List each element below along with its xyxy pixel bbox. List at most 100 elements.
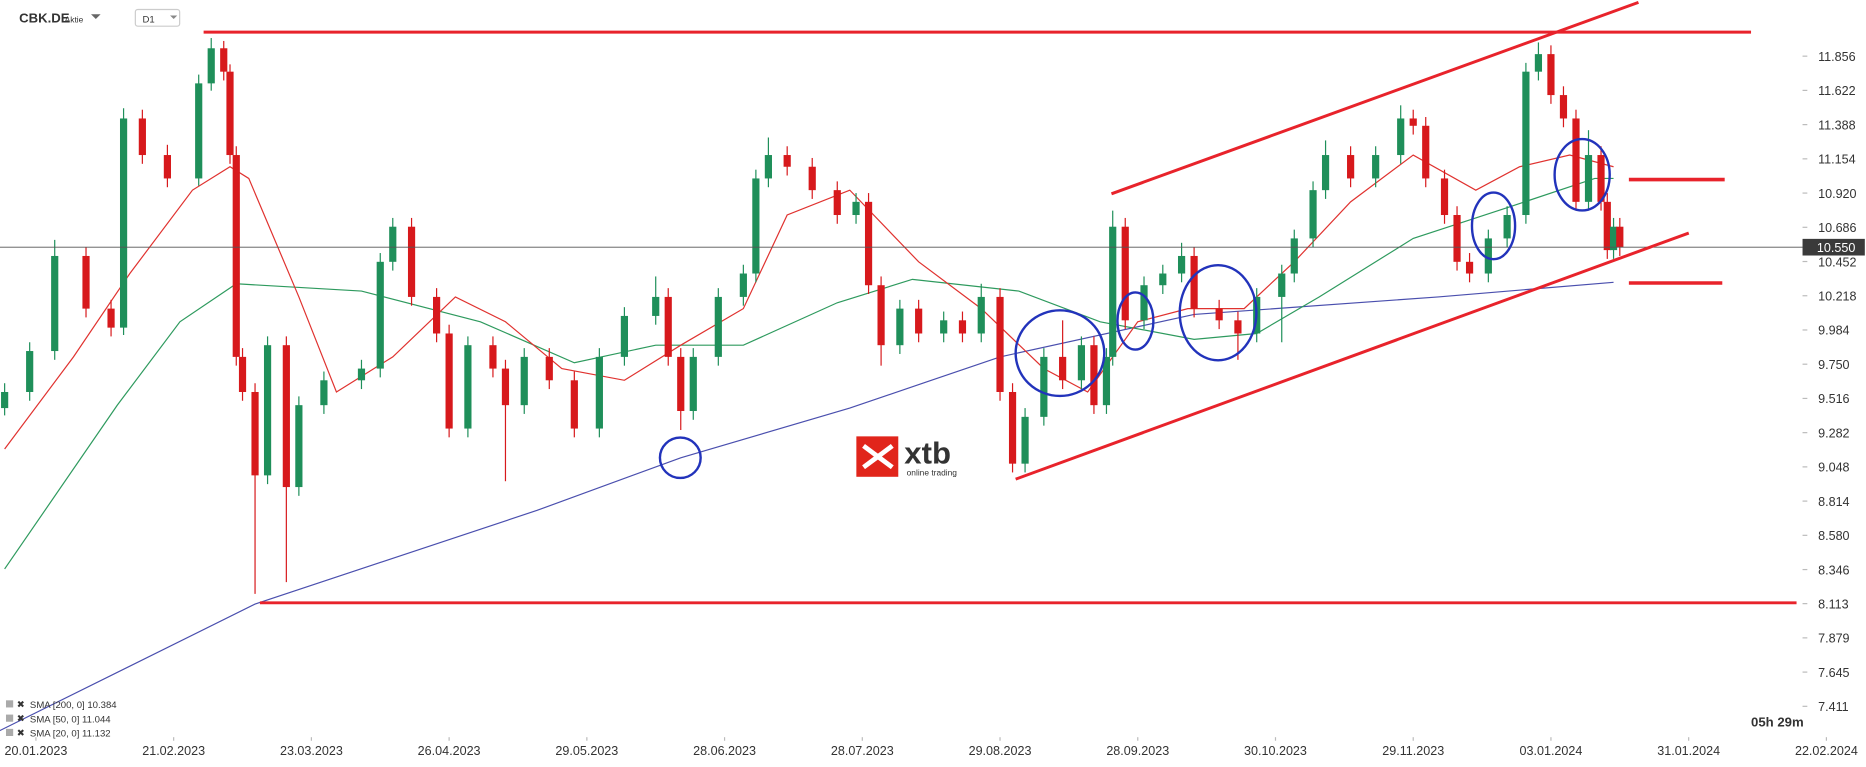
candle-body	[119, 118, 128, 328]
timeframe[interactable]: D1	[143, 15, 155, 26]
candle-body	[1547, 54, 1555, 96]
candle-body	[295, 405, 303, 488]
highlight-circle	[1553, 137, 1611, 212]
x-tick-label: 21.02.2023	[142, 744, 205, 758]
candle-body	[764, 155, 772, 179]
candle-body	[138, 118, 146, 156]
candle-body	[1008, 391, 1017, 464]
sma-line	[4, 177, 1614, 570]
candle-body	[833, 190, 841, 216]
candle-body	[864, 201, 873, 286]
legend-x: ✖	[17, 728, 25, 739]
candle-body	[107, 308, 115, 328]
candle-body	[1, 391, 9, 409]
legend-label: SMA [20, 0] 11.132	[30, 729, 111, 740]
candle-body	[1584, 155, 1593, 202]
x-tick-label: 20.01.2023	[4, 744, 67, 758]
y-tick-label: 10.920	[1818, 187, 1856, 201]
logo-tagline: online trading	[907, 468, 958, 478]
candle-body	[1140, 285, 1148, 321]
legend-icon	[5, 714, 14, 722]
candle-body	[1465, 261, 1474, 274]
legend-x: ✖	[17, 714, 25, 725]
candle-body	[570, 380, 578, 429]
candle-body	[677, 356, 685, 412]
x-tick-label: 29.11.2023	[1382, 744, 1444, 758]
candle-body	[238, 356, 247, 392]
candle-body	[1321, 155, 1330, 191]
candle-body	[752, 178, 760, 274]
candle-body	[520, 356, 528, 406]
candle-body	[376, 261, 384, 369]
candle-body	[620, 315, 629, 357]
candle-body	[232, 155, 240, 357]
legend-label: SMA [50, 0] 11.044	[30, 714, 111, 725]
y-tick-label: 7.645	[1818, 666, 1849, 680]
candle-body	[652, 296, 660, 316]
candle-body	[689, 356, 697, 412]
x-tick-label: 03.01.2024	[1520, 744, 1583, 758]
legend-label: SMA [200, 0] 10.384	[30, 700, 117, 711]
channel-upper	[1110, 0, 1639, 196]
timeframe-box[interactable]	[134, 8, 181, 27]
candle-body	[877, 285, 885, 346]
symbol-dropdown[interactable]	[91, 14, 101, 20]
logo-x	[862, 443, 894, 470]
last-price-box	[1802, 238, 1865, 256]
candle-body	[433, 296, 441, 334]
timeframe-dropdown[interactable]	[170, 15, 178, 20]
candle-body	[595, 356, 603, 429]
candle-body	[263, 345, 272, 476]
candle-body	[51, 255, 59, 352]
y-tick-label: 11.388	[1818, 118, 1856, 132]
x-tick-label: 26.04.2023	[418, 744, 481, 758]
candle-body	[852, 201, 860, 216]
candle-body	[664, 296, 672, 357]
candle-body	[1534, 54, 1543, 72]
candle-body	[1059, 356, 1067, 381]
y-tick-label: 8.346	[1818, 563, 1849, 577]
candle-body	[489, 345, 497, 369]
y-tick-label: 10.452	[1818, 255, 1856, 269]
candle-body	[1090, 345, 1098, 406]
candle-body	[389, 226, 397, 262]
candle-timer: 05h 29m	[1751, 715, 1804, 730]
candle-body	[996, 296, 1004, 392]
candle-body	[958, 320, 967, 334]
x-tick-label: 31.01.2024	[1657, 744, 1720, 758]
candle-body	[1234, 320, 1242, 334]
candle-body	[1109, 226, 1117, 357]
candle-body	[207, 48, 215, 84]
candle-body	[195, 83, 203, 179]
y-tick-label: 8.814	[1818, 495, 1849, 509]
candle-body	[783, 155, 791, 167]
candle-body	[1422, 125, 1430, 179]
candle-body	[1177, 255, 1186, 274]
logo: xtb online trading	[856, 436, 957, 478]
candle-body	[1503, 215, 1511, 239]
x-tick-label: 30.10.2023	[1244, 744, 1307, 758]
candle-body	[357, 368, 366, 381]
y-tick-label: 9.282	[1818, 426, 1849, 440]
candle-body	[1077, 345, 1086, 381]
candle-body	[251, 391, 259, 476]
candle-body	[1609, 226, 1618, 251]
candle-body	[1603, 201, 1611, 251]
candle-body	[163, 155, 171, 179]
logo-text: xtb	[904, 436, 951, 471]
candle-body	[915, 308, 923, 334]
candle-body	[1102, 356, 1111, 406]
symbol[interactable]: CBK.DE	[19, 11, 70, 26]
y-tick-label: 8.580	[1818, 529, 1849, 543]
candle-body	[220, 48, 228, 72]
x-tick-label: 23.03.2023	[280, 744, 343, 758]
candle-body	[1597, 155, 1605, 202]
candle-body	[1409, 118, 1417, 126]
candle-body	[1372, 155, 1380, 179]
candle-body	[82, 255, 90, 309]
candle-body	[1190, 255, 1198, 309]
sma-line	[4, 154, 1614, 450]
candle-body	[1484, 238, 1492, 274]
